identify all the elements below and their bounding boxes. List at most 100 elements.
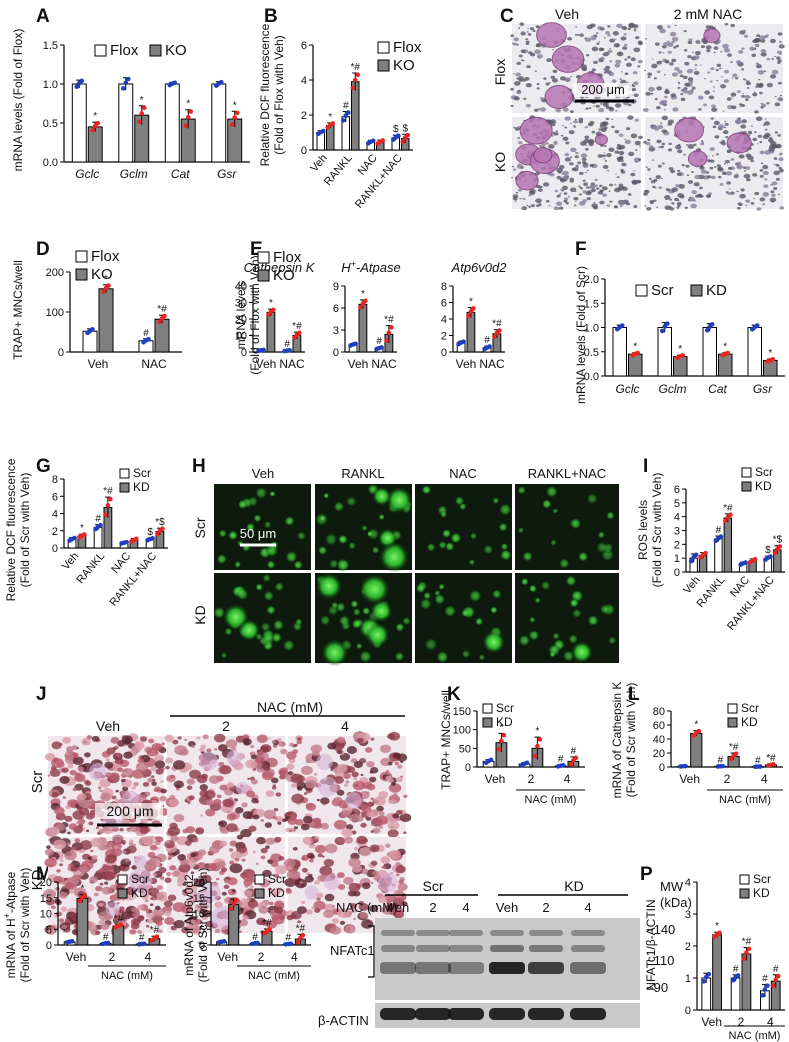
blot-band-nfatc1 bbox=[380, 962, 416, 974]
y-axis-label-line-e1: mRNA levels bbox=[234, 281, 248, 350]
micro-c-flox-nac-cell bbox=[691, 86, 696, 90]
y-tick-label-k: 100 bbox=[453, 725, 471, 737]
micro-c-ko-nac-cell bbox=[726, 149, 732, 153]
micro-j-kd-veh-debris bbox=[158, 866, 167, 874]
y-axis-label-line-e1: (Fold of Flox with Veh) bbox=[248, 255, 262, 374]
micro-h-kd-rankl-cell bbox=[362, 606, 371, 616]
micro-c-flox-nac-cell bbox=[742, 92, 745, 95]
y-tick-label-g: 4 bbox=[52, 509, 58, 521]
micro-c-ko-veh-cell bbox=[602, 164, 609, 169]
micro-j-scr-4-debris bbox=[392, 752, 401, 759]
data-point-g bbox=[82, 532, 87, 537]
micro-c-ko-veh-cell bbox=[635, 149, 638, 151]
micro-h-kd-rankl-cell bbox=[352, 607, 361, 617]
micro-j-scr-2-debris bbox=[235, 807, 244, 814]
y-tick-label-i: 3 bbox=[674, 526, 680, 538]
micro-c-ko-veh-cell bbox=[541, 143, 546, 146]
x-tick-label-p: 4 bbox=[767, 1015, 774, 1029]
micro-c-flox-nac-cell bbox=[708, 25, 714, 29]
micro-j-scr-2-debris bbox=[225, 739, 238, 749]
legend-swatch-f bbox=[690, 284, 703, 297]
micro-c-flox-veh-cell bbox=[529, 52, 536, 57]
micro-j-kd-veh-debris bbox=[122, 850, 127, 854]
micro-j-kd-veh-debris bbox=[155, 836, 164, 843]
micro-j-kd-veh-debris bbox=[157, 929, 163, 933]
micro-c-flox-nac-cell bbox=[713, 46, 719, 50]
micro-j-kd-4-debris bbox=[353, 846, 359, 851]
micro-j-kd-veh-debris bbox=[156, 885, 163, 891]
micro-c-ko-veh-cell bbox=[626, 127, 631, 131]
micro-h-kd-veh-cell bbox=[224, 627, 233, 636]
micro-c-ko-veh-cell bbox=[579, 193, 582, 196]
micro-j-kd-4-debris bbox=[395, 862, 401, 867]
micro-j-scr-4-debris bbox=[336, 764, 348, 773]
y-axis-label-f: mRNA levels (Fold of Scr) bbox=[574, 266, 588, 404]
micro-j-scr-4-osteoclast bbox=[317, 776, 338, 797]
micro-h-scr-veh-cell bbox=[266, 560, 276, 570]
micro-c-ko-nac-cell bbox=[777, 193, 780, 196]
micro-c-ko-veh-cell bbox=[556, 201, 563, 206]
micro-j-scr-veh-debris bbox=[146, 747, 159, 757]
y-axis-label-g: Relative DCF fluorescence(Fold of Scr wi… bbox=[4, 458, 32, 601]
y-tick-label-b: 0 bbox=[301, 145, 307, 157]
micro-c-ko-nac-cell bbox=[688, 196, 692, 199]
micro-c-ko-nac bbox=[643, 115, 785, 211]
micro-j-kd-4-debris bbox=[324, 893, 335, 902]
data-point-e1 bbox=[261, 347, 266, 353]
micro-h-kd-ranklnac-cell bbox=[534, 597, 541, 604]
micro-c-ko-veh-cell bbox=[621, 186, 625, 189]
data-point-p bbox=[741, 956, 747, 961]
micro-c-flox-veh-cell bbox=[611, 79, 617, 83]
micro-j-scr-4-debris bbox=[361, 805, 372, 814]
micro-j-scr-2-debris bbox=[240, 828, 252, 838]
micro-c-flox-veh-cell bbox=[526, 65, 531, 69]
data-point-a bbox=[139, 111, 145, 116]
micro-j-scr-2-debris bbox=[184, 738, 188, 742]
micro-c-ko-veh-cell bbox=[573, 126, 577, 128]
data-point-e3 bbox=[466, 313, 471, 319]
significance-mark-a: * bbox=[233, 100, 237, 111]
data-point-f bbox=[704, 327, 710, 333]
data-point-i bbox=[772, 550, 778, 556]
micro-c-flox-nac-cell bbox=[763, 70, 767, 73]
micro-c-ko-nac-cell bbox=[646, 206, 652, 211]
micro-j-scr-veh-debris bbox=[105, 772, 112, 777]
micro-c-ko-veh-cell bbox=[601, 186, 608, 191]
micro-c-flox-nac-cell bbox=[766, 57, 771, 61]
micro-c-ko-veh-cell bbox=[603, 158, 606, 160]
micro-c-flox-nac-cell bbox=[777, 81, 782, 85]
micro-j-kd-veh-debris bbox=[95, 930, 101, 935]
micro-j-scr-veh-debris bbox=[74, 773, 86, 783]
micro-c-flox-nac-cell bbox=[645, 91, 651, 96]
group-label-n: NAC (mM) bbox=[248, 970, 300, 982]
micro-h-scr-nac-cell bbox=[499, 548, 512, 561]
micro-c-ko-nac-cell bbox=[769, 136, 773, 140]
y-tick-label-p: 4 bbox=[685, 877, 691, 889]
micro-c-ko-nac-osteoclast bbox=[674, 117, 705, 143]
micro-j-scr-4-debris bbox=[394, 761, 399, 765]
micro-c-ko-nac-cell bbox=[652, 185, 656, 189]
micro-j-kd-4-debris bbox=[301, 900, 306, 904]
micro-c-ko-veh-cell bbox=[512, 168, 517, 171]
micro-c-flox-veh-cell bbox=[603, 36, 606, 39]
micro-c-flox-veh-cell bbox=[593, 105, 596, 107]
x-tick-label-e1: Veh bbox=[256, 357, 277, 371]
micro-c-flox-nac-cell bbox=[679, 74, 684, 78]
micro-j-kd-2-debris bbox=[221, 891, 227, 896]
micro-j-kd-2-debris bbox=[190, 871, 195, 874]
micro-j-kd-2-debris bbox=[229, 863, 243, 874]
micro-c-flox-nac-cell bbox=[659, 101, 665, 106]
micro-j-scr-4-debris bbox=[320, 797, 330, 805]
y-tick-label-f: 1.0 bbox=[584, 323, 599, 335]
micro-c-ko-veh-cell bbox=[564, 152, 570, 157]
micro-j-scr-4-debris bbox=[373, 796, 387, 806]
micro-c-ko-nac-cell bbox=[756, 143, 759, 145]
micro-j-kd-4-debris bbox=[306, 872, 310, 875]
micro-h-scr-nac-cell bbox=[426, 542, 436, 552]
data-point-b bbox=[370, 138, 376, 144]
micro-j-scr-4-debris bbox=[345, 780, 350, 784]
micro-j-kd-veh-debris bbox=[64, 882, 75, 890]
data-point-a bbox=[136, 119, 142, 125]
micro-c-ko-veh-cell bbox=[634, 158, 636, 160]
